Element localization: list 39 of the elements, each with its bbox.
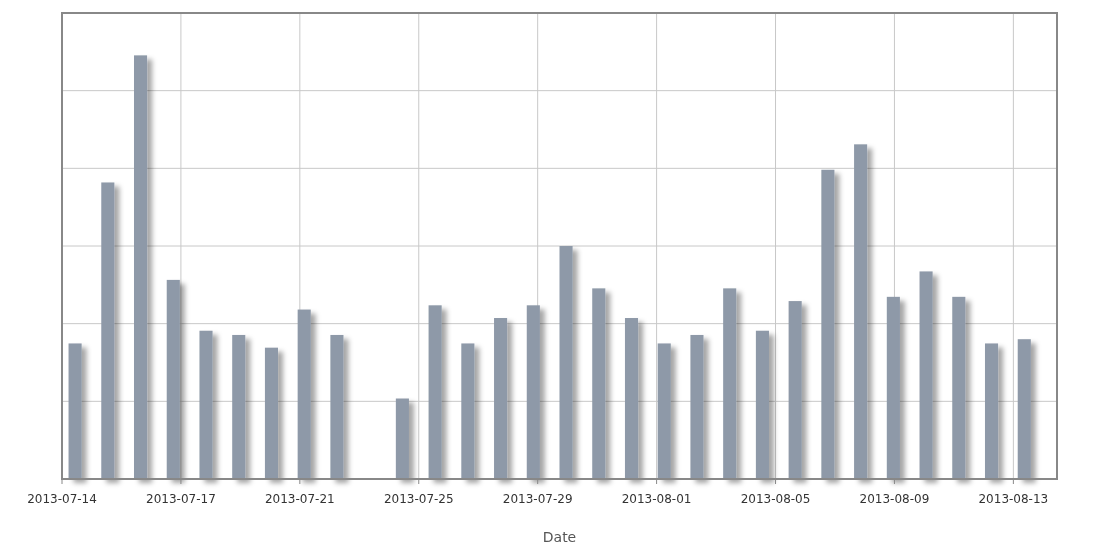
bar [559, 246, 573, 479]
bar [755, 330, 769, 479]
x-tick-label: 2013-08-09 [859, 492, 930, 506]
bar [984, 343, 999, 479]
x-tick-label: 2013-08-01 [621, 492, 692, 506]
x-tick-label: 2013-08-13 [978, 492, 1049, 506]
x-tick-label: 2013-07-17 [146, 492, 216, 506]
bar [788, 301, 802, 479]
bar [166, 279, 180, 479]
bar [690, 334, 704, 479]
bar [330, 334, 344, 479]
bar [395, 398, 409, 479]
bar [723, 288, 737, 479]
bar [854, 144, 868, 479]
bar [624, 318, 639, 479]
bar [1017, 339, 1031, 479]
bar [428, 305, 442, 479]
x-tick-label: 2013-07-21 [264, 492, 335, 506]
bar [232, 334, 246, 479]
bar [657, 343, 671, 479]
bar [134, 55, 148, 479]
x-tick-label: 2013-07-14 [27, 492, 97, 506]
bar [592, 288, 606, 479]
bar [526, 305, 540, 479]
bar [199, 330, 213, 479]
bar [297, 309, 311, 479]
bar [886, 296, 900, 479]
bar [821, 169, 835, 479]
bar [919, 271, 933, 479]
bar [264, 347, 279, 479]
x-tick-label: 2013-08-05 [740, 492, 811, 506]
bar [952, 296, 966, 479]
x-axis-title: Date [542, 529, 577, 545]
x-tick-label: 2013-07-25 [383, 492, 454, 506]
bar [494, 318, 508, 479]
bar [101, 182, 115, 479]
bar [68, 343, 82, 479]
x-tick-label: 2013-07-29 [502, 492, 573, 506]
bar [461, 343, 475, 479]
